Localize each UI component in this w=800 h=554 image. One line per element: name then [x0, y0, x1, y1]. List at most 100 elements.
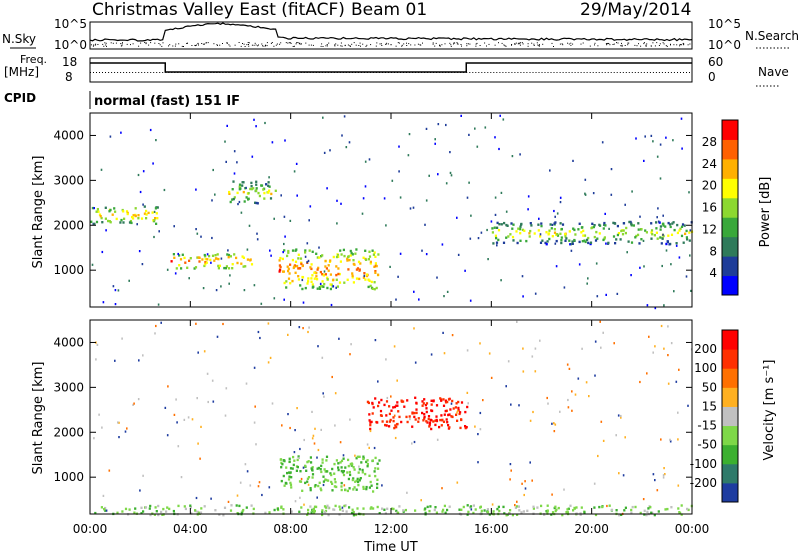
data-cell: [310, 263, 313, 266]
noise-cell: [524, 480, 526, 483]
data-cell: [521, 228, 524, 232]
nsearch-dot: [201, 43, 203, 44]
noise-cell: [296, 407, 298, 410]
data-cell: [132, 214, 135, 217]
data-cell: [466, 405, 469, 409]
nsearch-dot: [627, 42, 629, 44]
data-cell: [612, 221, 615, 225]
noise-cell: [249, 484, 252, 487]
nave-dot: [499, 72, 501, 73]
noise-cell: [509, 478, 511, 481]
nsearch-dot: [299, 43, 301, 45]
nsearch-dot: [494, 44, 496, 46]
colorbar-swatch: [722, 425, 738, 446]
noise-cell: [652, 473, 655, 476]
data-cell: [103, 508, 106, 511]
noise-cell: [238, 200, 241, 204]
noise-cell: [479, 342, 481, 345]
noise-cell: [464, 269, 466, 272]
data-cell: [623, 509, 626, 512]
nsearch-dot: [461, 45, 462, 47]
nsearch-dot: [659, 43, 661, 45]
data-cell: [217, 267, 220, 270]
data-cell: [173, 256, 176, 259]
data-cell: [371, 249, 374, 252]
data-cell: [385, 414, 388, 417]
noise-cell: [108, 469, 111, 472]
data-cell: [541, 239, 544, 242]
data-cell: [134, 214, 137, 218]
data-cell: [545, 231, 548, 234]
data-cell: [327, 264, 330, 267]
data-cell: [233, 196, 236, 199]
noise-cell: [331, 375, 333, 379]
data-cell: [310, 467, 313, 470]
noise-cell: [153, 210, 156, 213]
y-tick-label: 3000: [53, 380, 84, 394]
data-cell: [680, 225, 684, 228]
noise-cell: [667, 382, 670, 385]
data-cell: [337, 462, 340, 465]
noise-cell: [102, 494, 105, 497]
nave-dot: [475, 72, 477, 73]
nave-dot: [562, 72, 564, 73]
data-cell: [321, 510, 324, 514]
data-cell: [616, 233, 619, 237]
nave-dot: [360, 72, 362, 73]
nave-dot: [379, 72, 380, 73]
noise-cell: [271, 402, 274, 405]
nsearch-dot: [643, 42, 645, 44]
noise-cell: [398, 145, 400, 148]
data-cell: [384, 423, 387, 427]
nsearch-dot: [261, 43, 263, 45]
nsearch-dot: [293, 45, 295, 47]
noise-cell: [646, 304, 649, 307]
noise-cell: [138, 359, 140, 362]
nave-dot: [658, 72, 660, 73]
nave-dot: [102, 72, 103, 73]
noise-cell: [112, 285, 115, 288]
data-cell: [322, 475, 325, 478]
data-cell: [255, 189, 258, 192]
data-cell: [643, 509, 646, 512]
data-cell: [397, 410, 400, 413]
noise-cell: [373, 446, 376, 450]
nsearch-dot: [439, 45, 441, 47]
noise-cell: [334, 392, 337, 395]
data-cell: [301, 276, 305, 279]
data-cell: [280, 505, 283, 508]
data-cell: [378, 459, 381, 462]
data-cell: [280, 479, 283, 483]
nave-dot: [135, 72, 137, 73]
data-cell: [551, 511, 555, 514]
data-cell: [307, 277, 310, 280]
data-cell: [455, 402, 458, 405]
noise-cell: [654, 479, 656, 482]
data-cell: [255, 187, 258, 190]
colorbar-swatch: [722, 368, 738, 388]
data-cell: [364, 249, 367, 252]
data-cell: [145, 209, 148, 213]
noise-cell: [689, 229, 692, 232]
data-cell: [104, 509, 107, 512]
data-cell: [565, 511, 568, 514]
noise-cell: [546, 396, 548, 400]
data-cell: [203, 264, 206, 268]
data-cell: [313, 271, 316, 274]
nave-dot: [580, 72, 582, 73]
data-cell: [309, 505, 312, 508]
noise-cell: [639, 380, 641, 384]
data-cell: [350, 251, 353, 255]
data-cell: [111, 213, 114, 216]
nave-dot: [309, 72, 311, 73]
noise-cell: [449, 171, 452, 174]
data-cell: [225, 265, 228, 268]
data-cell: [677, 507, 680, 510]
nave-dot: [243, 72, 245, 73]
nsearch-dot: [390, 44, 392, 46]
data-cell: [238, 504, 241, 508]
data-cell: [341, 509, 344, 512]
noise-cell: [581, 347, 583, 350]
nave-dot: [108, 72, 110, 73]
noise-cell: [624, 436, 626, 439]
